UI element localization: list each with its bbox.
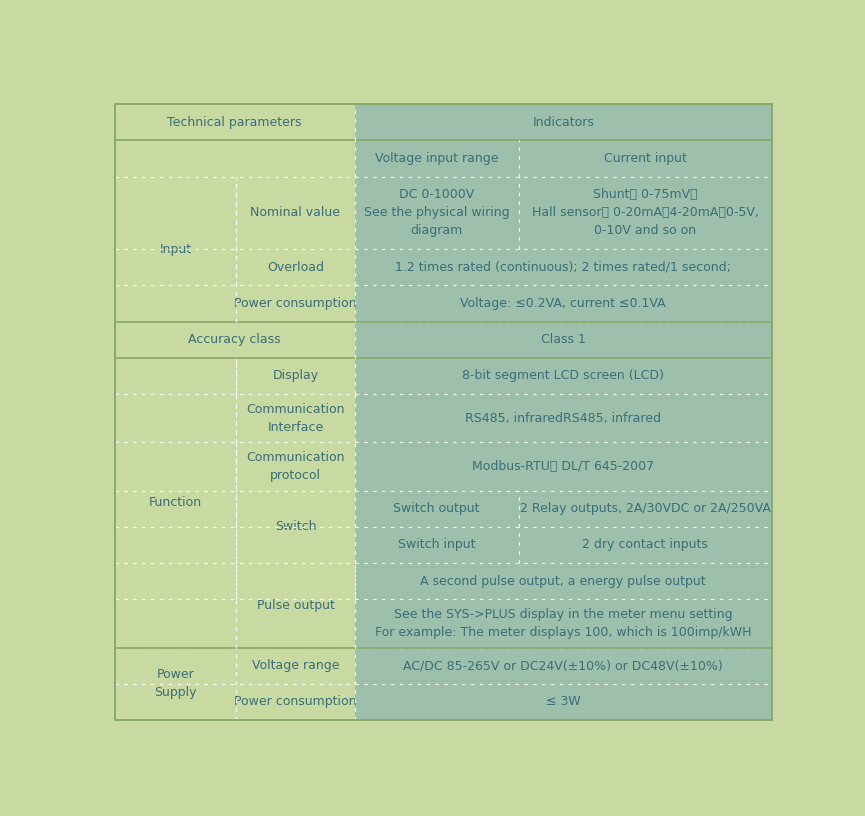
Bar [236, 527, 355, 563]
Text: Overload: Overload [267, 260, 324, 273]
Bar [115, 684, 236, 720]
Text: Nominal value: Nominal value [251, 206, 341, 220]
Text: Pulse output: Pulse output [257, 599, 335, 612]
Text: Modbus-RTU， DL/T 645-2007: Modbus-RTU， DL/T 645-2007 [472, 460, 654, 473]
Text: Accuracy class: Accuracy class [189, 333, 281, 346]
Bar [115, 648, 236, 720]
Bar [115, 140, 355, 176]
Text: Function: Function [149, 496, 202, 509]
Bar [115, 104, 355, 140]
Bar [115, 527, 236, 563]
Text: Switch: Switch [275, 521, 317, 534]
Bar [519, 490, 772, 527]
Bar [355, 104, 772, 140]
Bar [355, 599, 772, 648]
Bar [115, 249, 236, 286]
Bar [115, 563, 236, 599]
Bar [236, 176, 355, 249]
Bar [355, 140, 519, 176]
Text: 1.2 times rated (continuous); 2 times rated/1 second;: 1.2 times rated (continuous); 2 times ra… [395, 260, 731, 273]
Bar [236, 490, 355, 563]
Text: AC/DC 85-265V or DC24V(±10%) or DC48V(±10%): AC/DC 85-265V or DC24V(±10%) or DC48V(±1… [403, 659, 723, 672]
Bar [355, 322, 772, 357]
Bar [115, 176, 236, 322]
Text: Voltage range: Voltage range [252, 659, 339, 672]
Text: 2 Relay outputs, 2A/30VDC or 2A/250VA: 2 Relay outputs, 2A/30VDC or 2A/250VA [520, 502, 771, 515]
Bar [355, 442, 772, 490]
Text: Shunt： 0-75mV；
Hall sensor： 0-20mA、4-20mA、0-5V,
0-10V and so on: Shunt： 0-75mV； Hall sensor： 0-20mA、4-20m… [532, 188, 759, 237]
Bar [115, 286, 236, 322]
Text: RS485, infraredRS485, infrared: RS485, infraredRS485, infrared [465, 411, 661, 424]
Text: Current input: Current input [604, 152, 687, 165]
Bar [115, 357, 236, 394]
Bar [355, 286, 772, 322]
Bar [236, 599, 355, 648]
Text: Power
Supply: Power Supply [154, 668, 197, 699]
Bar [236, 684, 355, 720]
Bar [355, 249, 772, 286]
Text: A second pulse output, a energy pulse output: A second pulse output, a energy pulse ou… [420, 574, 706, 588]
Text: Technical parameters: Technical parameters [168, 116, 302, 129]
Text: Switch input: Switch input [398, 539, 476, 552]
Bar [236, 442, 355, 490]
Bar [519, 140, 772, 176]
Text: Power consumption: Power consumption [234, 695, 356, 708]
Bar [519, 527, 772, 563]
Bar [115, 599, 236, 648]
Bar [236, 286, 355, 322]
Bar [355, 394, 772, 442]
Text: 2 dry contact inputs: 2 dry contact inputs [582, 539, 708, 552]
Text: Display: Display [272, 370, 318, 383]
Bar [236, 648, 355, 684]
Text: Class 1: Class 1 [541, 333, 586, 346]
Bar [115, 442, 236, 490]
Bar [355, 527, 519, 563]
Bar [115, 648, 236, 684]
Bar [355, 176, 519, 249]
Text: 8-bit segment LCD screen (LCD): 8-bit segment LCD screen (LCD) [462, 370, 664, 383]
Text: Input: Input [159, 242, 192, 255]
Bar [355, 648, 772, 684]
Text: Indicators: Indicators [532, 116, 594, 129]
Bar [115, 357, 236, 648]
Text: Voltage input range: Voltage input range [375, 152, 498, 165]
Text: See the SYS->PLUS display in the meter menu setting
For example: The meter displ: See the SYS->PLUS display in the meter m… [375, 608, 752, 639]
Bar [236, 490, 355, 527]
Bar [519, 176, 772, 249]
Bar [355, 357, 772, 394]
Text: Voltage: ≤0.2VA, current ≤0.1VA: Voltage: ≤0.2VA, current ≤0.1VA [460, 297, 666, 310]
Bar [355, 563, 772, 599]
Text: Communication
protocol: Communication protocol [247, 451, 345, 482]
Bar [115, 394, 236, 442]
Bar [236, 394, 355, 442]
Bar [236, 357, 355, 394]
Bar [236, 563, 355, 599]
Text: Switch output: Switch output [394, 502, 480, 515]
Bar [236, 563, 355, 648]
Bar [355, 684, 772, 720]
Text: DC 0-1000V
See the physical wiring
diagram: DC 0-1000V See the physical wiring diagr… [364, 188, 509, 237]
Text: Communication
Interface: Communication Interface [247, 402, 345, 433]
Bar [236, 249, 355, 286]
Bar [115, 322, 355, 357]
Text: Power consumption: Power consumption [234, 297, 356, 310]
Text: ≤ 3W: ≤ 3W [546, 695, 580, 708]
Bar [115, 176, 236, 249]
Bar [355, 490, 519, 527]
Bar [115, 490, 236, 527]
